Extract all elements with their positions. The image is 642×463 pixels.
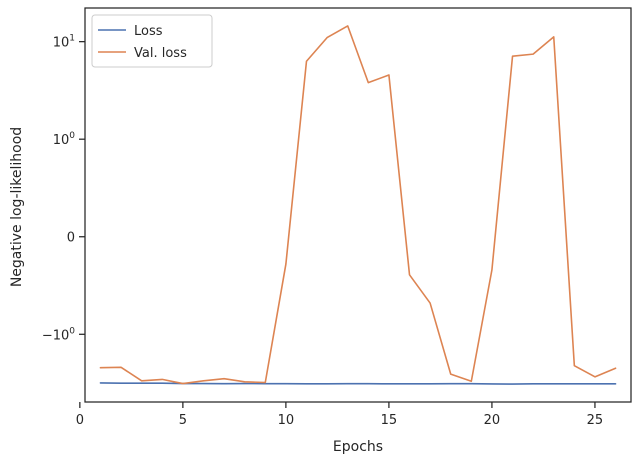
- series-layer: [99, 25, 617, 385]
- y-tick-label: 101: [53, 34, 75, 51]
- legend-entries: Loss Val. loss: [98, 24, 187, 61]
- x-tick-label: 0: [76, 413, 84, 428]
- y-axis-label: Negative log-likelihood: [9, 127, 25, 287]
- legend-box: [91, 14, 213, 68]
- x-tick-label: 25: [587, 413, 604, 428]
- y-tick-label: −100: [42, 326, 75, 343]
- x-tick-label: 15: [381, 413, 398, 428]
- y-ticks: 101 100 0 −100: [42, 34, 85, 343]
- legend: Loss Val. loss: [91, 14, 213, 68]
- x-ticks: 0 5 10 15 20 25: [76, 402, 604, 428]
- legend-label-0: Loss: [134, 24, 163, 39]
- x-tick-label: 10: [278, 413, 295, 428]
- plot-area: [84, 7, 632, 403]
- y-tick-label: 100: [53, 131, 76, 148]
- x-tick-label: 5: [179, 413, 187, 428]
- x-tick-label: 20: [484, 413, 501, 428]
- axes-frame: [84, 7, 632, 403]
- legend-label-1: Val. loss: [134, 46, 187, 61]
- x-axis-label: Epochs: [333, 439, 383, 455]
- y-tick-label: 0: [67, 231, 75, 246]
- series-line-1: [99, 25, 617, 385]
